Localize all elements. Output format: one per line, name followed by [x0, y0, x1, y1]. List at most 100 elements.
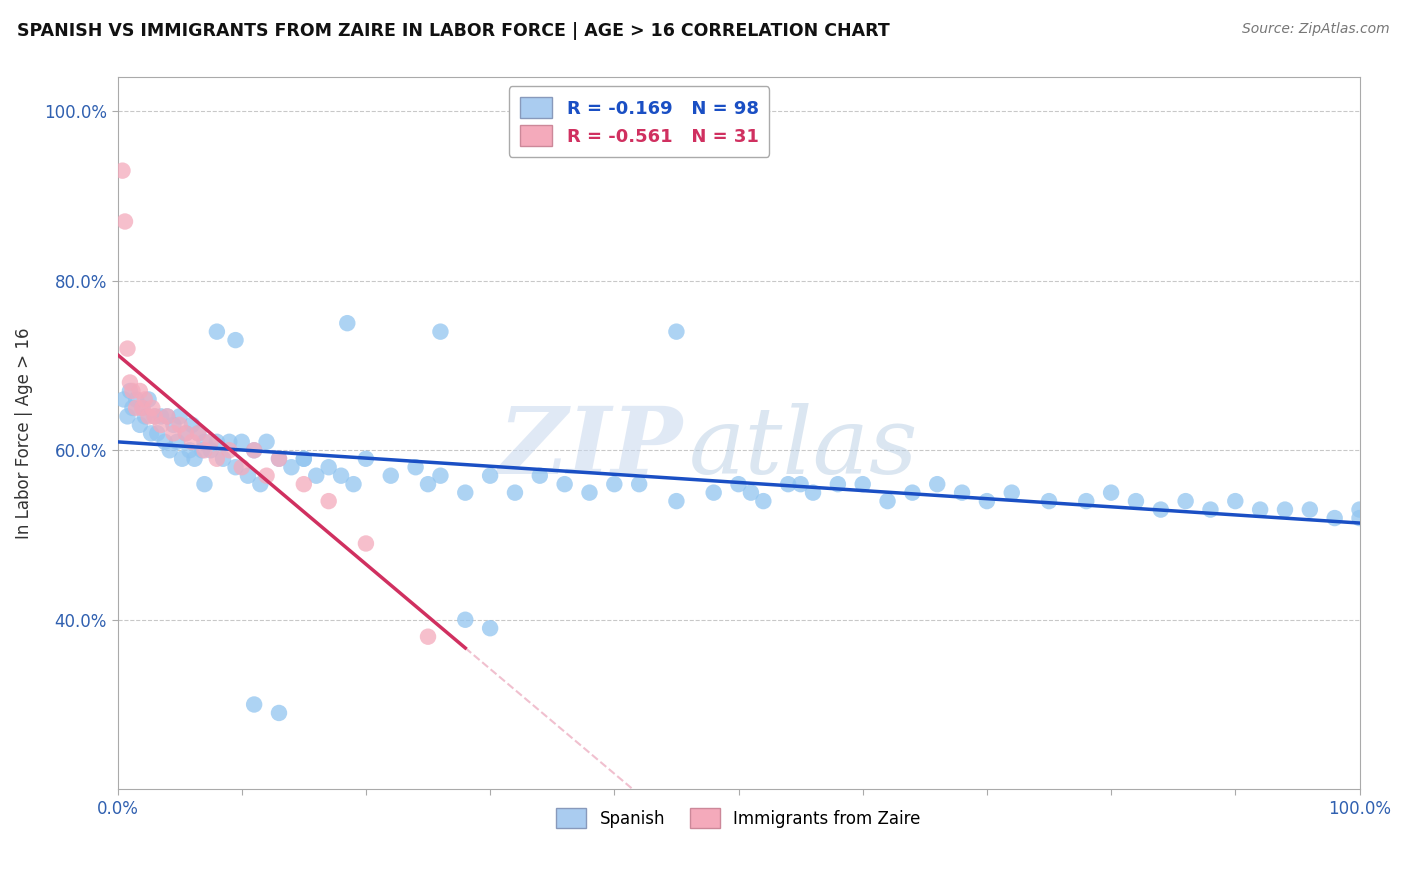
Point — [156, 409, 179, 424]
Point — [256, 468, 278, 483]
Point — [1348, 511, 1371, 525]
Point — [479, 621, 502, 635]
Point — [134, 392, 156, 407]
Point — [1348, 502, 1371, 516]
Point — [134, 409, 156, 424]
Point — [1249, 502, 1271, 516]
Point — [1099, 485, 1122, 500]
Point — [131, 401, 153, 415]
Point — [454, 613, 477, 627]
Point — [603, 477, 626, 491]
Point — [778, 477, 800, 491]
Point — [146, 426, 169, 441]
Point — [118, 384, 141, 398]
Point — [342, 477, 364, 491]
Point — [292, 451, 315, 466]
Point — [852, 477, 875, 491]
Point — [193, 477, 215, 491]
Point — [174, 426, 197, 441]
Point — [181, 417, 204, 432]
Point — [141, 401, 163, 415]
Point — [318, 494, 340, 508]
Point — [529, 468, 551, 483]
Point — [172, 451, 194, 466]
Point — [354, 451, 377, 466]
Point — [128, 384, 150, 398]
Point — [292, 451, 315, 466]
Point — [1225, 494, 1247, 508]
Point — [280, 460, 302, 475]
Point — [429, 468, 451, 483]
Point — [200, 434, 222, 449]
Point — [267, 451, 290, 466]
Point — [727, 477, 749, 491]
Point — [138, 409, 160, 424]
Point — [212, 451, 235, 466]
Point — [118, 376, 141, 390]
Point — [150, 409, 173, 424]
Point — [292, 477, 315, 491]
Point — [249, 477, 271, 491]
Point — [187, 426, 209, 441]
Point — [503, 485, 526, 500]
Point — [117, 409, 139, 424]
Point — [1174, 494, 1197, 508]
Point — [243, 698, 266, 712]
Point — [454, 485, 477, 500]
Point — [218, 443, 240, 458]
Point — [976, 494, 998, 508]
Point — [318, 460, 340, 475]
Point — [193, 434, 215, 449]
Point — [1125, 494, 1147, 508]
Point — [1323, 511, 1346, 525]
Point — [166, 434, 188, 449]
Point — [950, 485, 973, 500]
Point — [927, 477, 949, 491]
Point — [143, 409, 166, 424]
Point — [256, 434, 278, 449]
Point — [205, 434, 228, 449]
Point — [1150, 502, 1173, 516]
Point — [1076, 494, 1098, 508]
Point — [236, 468, 259, 483]
Point — [159, 443, 181, 458]
Point — [114, 214, 136, 228]
Point — [143, 409, 166, 424]
Point — [354, 536, 377, 550]
Point — [1001, 485, 1024, 500]
Point — [416, 630, 439, 644]
Legend: Spanish, Immigrants from Zaire: Spanish, Immigrants from Zaire — [550, 802, 928, 834]
Point — [121, 384, 143, 398]
Point — [162, 417, 184, 432]
Point — [827, 477, 849, 491]
Point — [429, 325, 451, 339]
Point — [267, 451, 290, 466]
Text: ZIP: ZIP — [498, 402, 683, 492]
Point — [416, 477, 439, 491]
Point — [330, 468, 353, 483]
Point — [179, 443, 201, 458]
Point — [193, 443, 215, 458]
Point — [169, 409, 191, 424]
Point — [789, 477, 811, 491]
Point — [187, 426, 209, 441]
Point — [665, 325, 688, 339]
Point — [150, 417, 173, 432]
Point — [183, 451, 205, 466]
Point — [200, 443, 222, 458]
Point — [901, 485, 924, 500]
Point — [267, 706, 290, 720]
Point — [554, 477, 576, 491]
Point — [578, 485, 600, 500]
Point — [138, 392, 160, 407]
Point — [112, 392, 135, 407]
Point — [876, 494, 898, 508]
Point — [231, 434, 253, 449]
Point — [205, 451, 228, 466]
Text: atlas: atlas — [689, 402, 918, 492]
Point — [628, 477, 651, 491]
Point — [121, 401, 143, 415]
Point — [1038, 494, 1060, 508]
Point — [117, 342, 139, 356]
Point — [336, 316, 359, 330]
